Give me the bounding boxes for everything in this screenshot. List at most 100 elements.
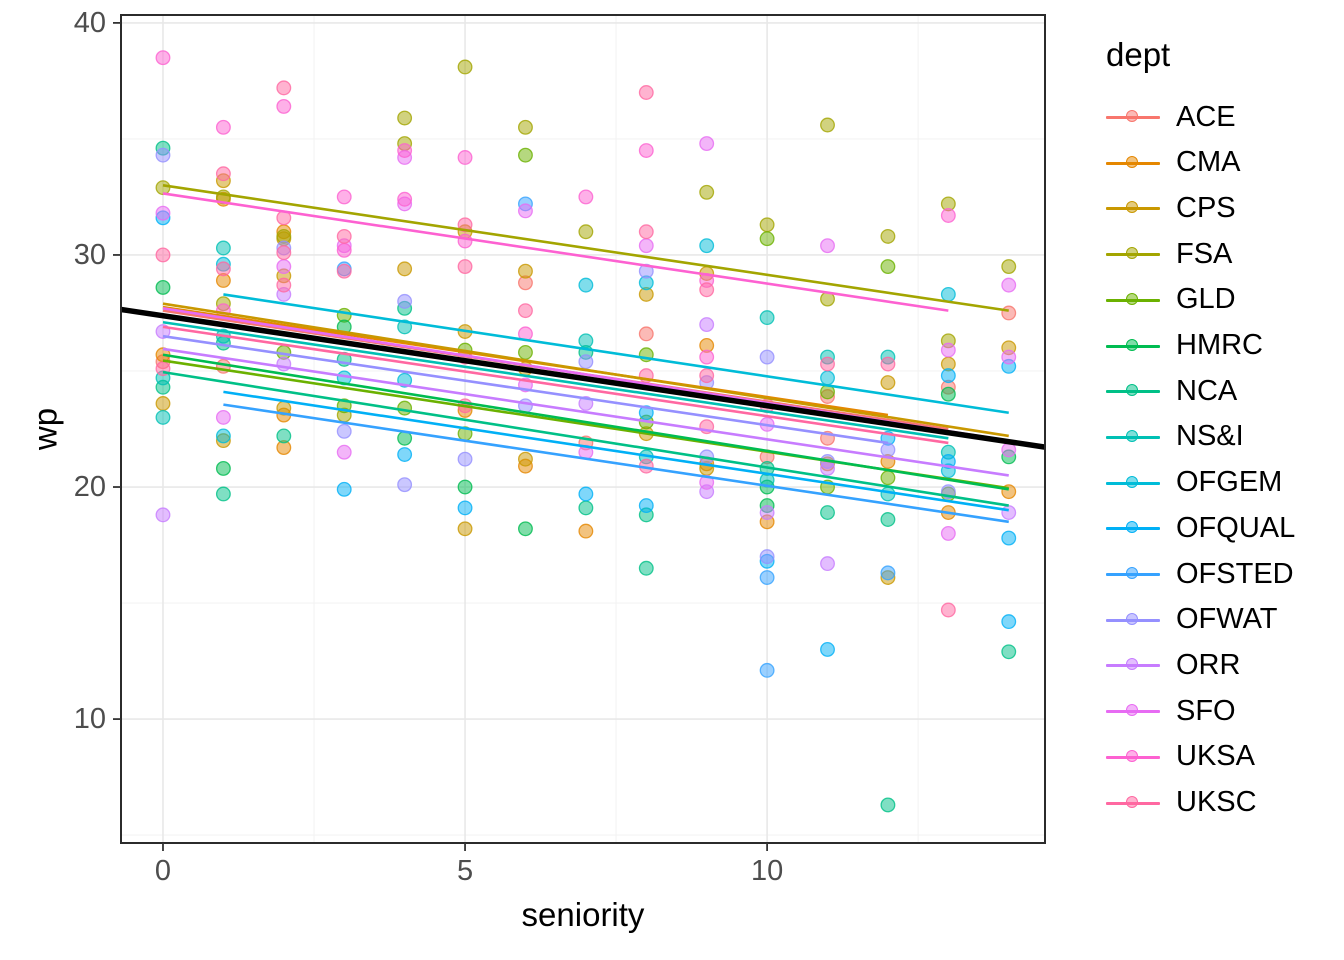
scatter-point-OFQUAL	[820, 642, 835, 657]
fit-line-HMRC	[162, 353, 1009, 491]
panel-border	[120, 14, 1046, 844]
legend-label: ACE	[1176, 100, 1236, 133]
scatter-point-NCA	[880, 797, 896, 813]
scatter-point-UKSA	[638, 143, 654, 158]
scatter-point-FSA	[699, 184, 715, 200]
legend-label: CMA	[1176, 146, 1241, 179]
scatter-point-ORR	[1001, 505, 1017, 520]
legend-entry-CMA: CMA	[1106, 147, 1240, 179]
scatter-point-NCA	[880, 512, 896, 527]
scatter-point-UKSC	[457, 259, 473, 275]
scatter-point-ORR	[155, 507, 171, 523]
scatter-point-OFGEM	[699, 238, 715, 254]
scatter-point-CMA	[578, 523, 594, 539]
legend-key-icon	[1106, 429, 1160, 445]
scatter-point-CPS	[457, 521, 473, 537]
legend-label: OFQUAL	[1176, 511, 1296, 544]
scatter-point-CPS	[155, 396, 171, 411]
legend-entry-UKSA: UKSA	[1106, 741, 1255, 773]
legend-label: NCA	[1176, 374, 1238, 407]
legend-entry-CPS: CPS	[1106, 192, 1236, 224]
scatter-point-OFWAT	[457, 451, 473, 467]
scatter-point-GLD	[759, 231, 775, 247]
legend-entry-FSA: FSA	[1106, 238, 1232, 270]
scatter-point-OFQUAL	[638, 405, 654, 421]
scatter-point-SFO	[699, 136, 715, 152]
scatter-point-OFQUAL	[638, 498, 654, 514]
fit-line-OFSTED	[223, 403, 1009, 524]
scatter-point-UKSA	[940, 208, 956, 223]
scatter-point-HMRC	[155, 279, 171, 295]
y-axis-title: wp	[26, 407, 64, 451]
y-tick-label: 30	[73, 238, 106, 271]
y-tick-label: 20	[73, 471, 106, 504]
legend-entry-OFSTED: OFSTED	[1106, 558, 1294, 590]
scatter-point-UKSA	[578, 189, 594, 205]
scatter-point-NCA	[1001, 644, 1017, 660]
scatter-point-FSA	[820, 117, 835, 133]
scatter-point-SFO	[518, 203, 533, 219]
fit-line-OFWAT	[162, 334, 889, 445]
fit-line-UKSC	[162, 325, 949, 445]
scatter-point-OFWAT	[578, 354, 594, 370]
scatter-point-UKSA	[336, 189, 352, 205]
legend-label: OFWAT	[1176, 603, 1278, 636]
legend-entry-OFQUAL: OFQUAL	[1106, 512, 1295, 544]
scatter-point-UKSA	[215, 119, 231, 135]
legend-label: NS&I	[1176, 420, 1244, 453]
scatter-point-NS&I	[215, 240, 231, 256]
scatter-point-OFQUAL	[336, 481, 352, 497]
scatter-point-ORR	[820, 556, 835, 572]
scatter-point-UKSA	[699, 349, 715, 365]
fit-line-OFQUAL	[223, 390, 1009, 512]
scatter-point-SFO	[1001, 349, 1017, 365]
legend-entry-SFO: SFO	[1106, 695, 1236, 727]
scatter-point-OFGEM	[578, 277, 594, 293]
scatter-point-FSA	[578, 224, 594, 240]
legend-key-icon	[1106, 749, 1160, 765]
legend-entry-NCA: NCA	[1106, 375, 1237, 407]
scatter-point-SFO	[940, 525, 956, 541]
scatter-point-OFSTED	[759, 662, 775, 678]
scatter-point-OFSTED	[880, 565, 896, 581]
scatter-point-HMRC	[215, 461, 231, 476]
scatter-point-FSA	[518, 119, 533, 135]
legend-key-icon	[1106, 246, 1160, 262]
scatter-point-UKSA	[397, 191, 413, 207]
scatter-point-OFSTED	[759, 570, 775, 585]
fit-line-ORR	[162, 347, 1009, 477]
scatter-point-ORR	[820, 461, 835, 476]
scatter-point-ACE	[638, 326, 654, 342]
scatter-point-UKSA	[457, 150, 473, 165]
scatter-point-NCA	[215, 486, 231, 502]
legend-key-icon	[1106, 292, 1160, 308]
scatter-point-UKSC	[699, 368, 715, 384]
legend-key-icon	[1106, 612, 1160, 628]
scatter-point-CPS	[397, 261, 413, 277]
legend-label: ORR	[1176, 648, 1241, 681]
scatter-point-SFO	[820, 238, 835, 254]
fit-line-NS&I	[162, 320, 949, 440]
scatter-point-UKSA	[457, 233, 473, 249]
scatter-point-UKSC	[699, 282, 715, 298]
legend-entry-ORR: ORR	[1106, 649, 1240, 681]
scatter-point-FSA	[1001, 259, 1017, 275]
scatter-point-SFO	[638, 238, 654, 254]
scatter-point-UKSC	[276, 245, 292, 261]
scatter-point-OFGEM	[215, 428, 231, 444]
scatter-point-NCA	[638, 560, 654, 576]
scatter-point-OFQUAL	[940, 368, 956, 384]
scatter-point-NCA	[578, 500, 594, 516]
scatter-point-GLD	[880, 259, 896, 275]
x-tick-label: 0	[154, 855, 172, 887]
scatter-point-FSA	[155, 180, 171, 196]
scatter-point-OFQUAL	[397, 447, 413, 462]
scatter-point-OFWAT	[759, 549, 775, 565]
scatter-point-UKSC	[518, 303, 533, 319]
scatter-point-SFO	[1001, 277, 1017, 293]
scatter-point-ORR	[759, 505, 775, 520]
scatter-point-UKSC	[820, 356, 835, 372]
scatter-point-NS&I	[759, 310, 775, 326]
scatter-point-OFGEM	[820, 370, 835, 386]
legend-key-icon	[1106, 566, 1160, 582]
